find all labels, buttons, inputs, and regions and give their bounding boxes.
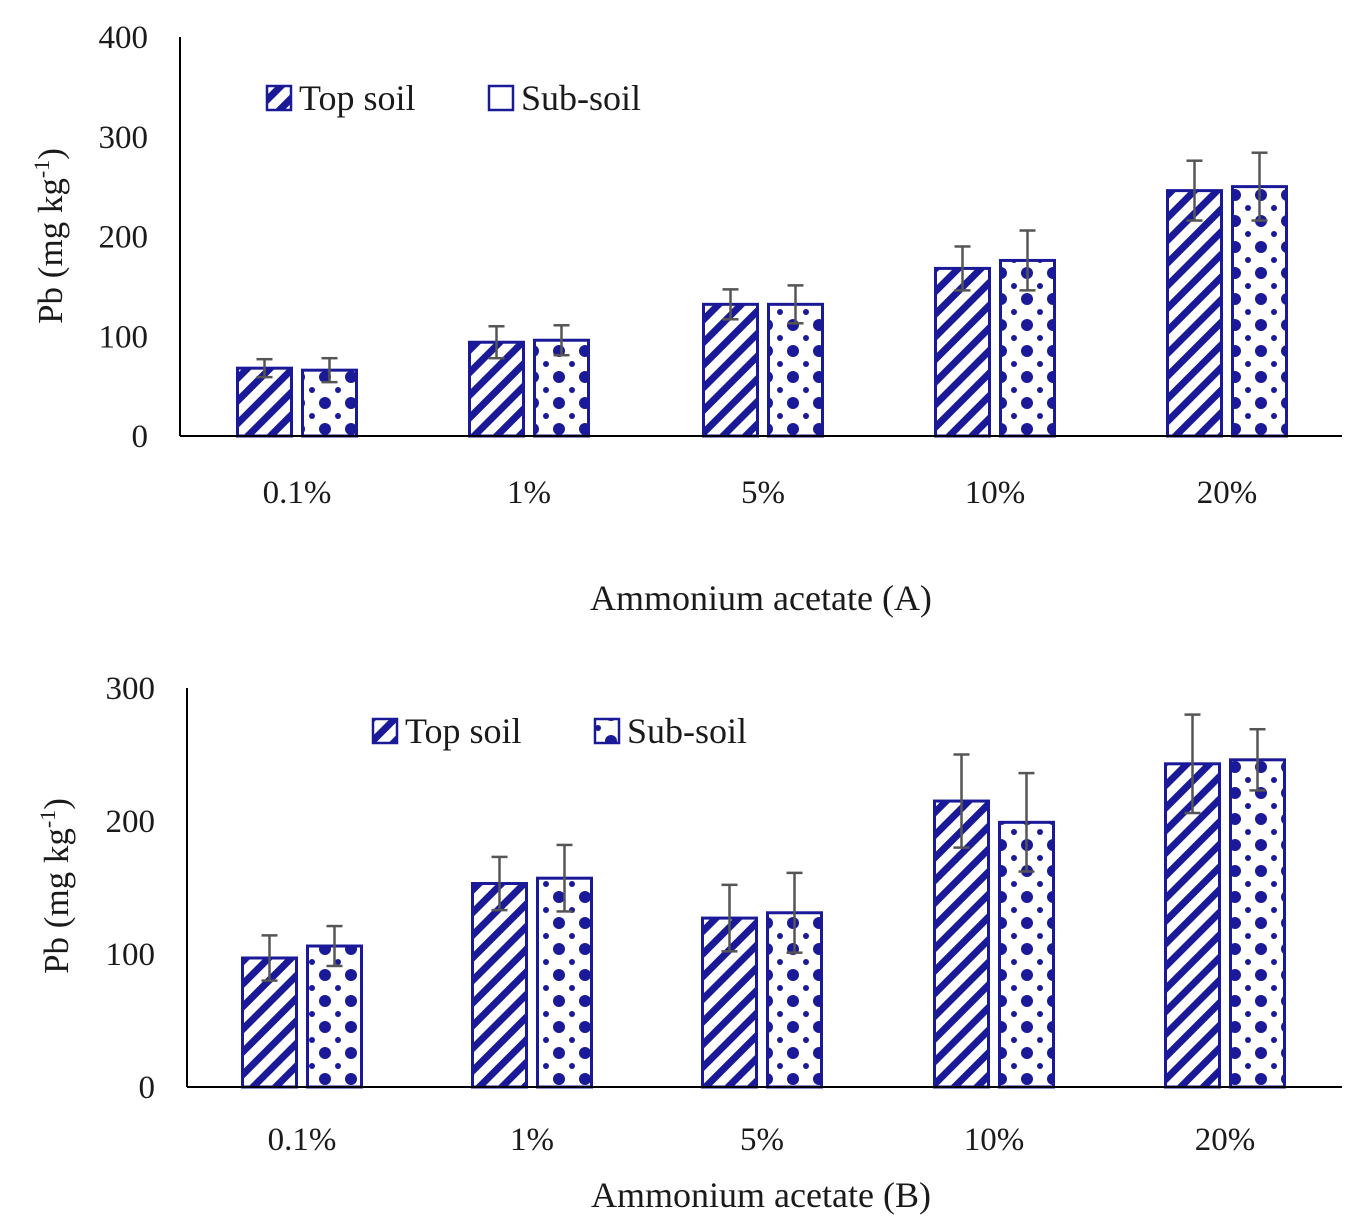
error-bar-b-s0-2 [721, 883, 738, 953]
error-bars-b [261, 713, 1266, 982]
error-bar-b-s1-0 [326, 924, 343, 968]
error-bar-a-s0-3 [954, 245, 971, 292]
legend-label-top-soil-a: Top soil [299, 78, 416, 118]
bars-a [236, 185, 1288, 438]
error-bar-b-s1-3 [1018, 771, 1035, 873]
error-bar-b-s1-1 [556, 843, 573, 913]
error-bar-b-s0-1 [491, 855, 508, 912]
bar-a-s1-4 [1231, 185, 1288, 438]
x-tick-label-b-3: 10% [964, 1122, 1025, 1158]
y-ticks-a: 0 100 200 300 400 [99, 20, 149, 455]
x-ticks-b: 0.1% 1% 5% 10% 20% [268, 1122, 1256, 1158]
legend-a: Top soil Sub-soil [265, 78, 641, 118]
x-tick-label-b-0: 0.1% [268, 1122, 337, 1158]
y-tick-label-a-3: 300 [99, 120, 149, 156]
error-bar-a-s1-2 [787, 284, 804, 325]
bars-b [241, 758, 1286, 1089]
error-bar-a-s1-4 [1251, 151, 1268, 222]
legend-item-sub-soil-b: Sub-soil [593, 711, 747, 751]
error-bar-a-s0-4 [1186, 159, 1203, 222]
x-tick-label-a-3: 10% [965, 475, 1026, 511]
x-tick-label-a-1: 1% [507, 475, 551, 511]
y-ticks-b: 0 100 200 300 [106, 671, 156, 1106]
error-bar-b-s0-0 [261, 934, 278, 982]
y-tick-label-a-4: 400 [99, 20, 149, 56]
bar-a-s1-1 [533, 338, 590, 438]
legend-label-sub-soil-b: Sub-soil [627, 711, 747, 751]
legend-b: Top soil Sub-soil [371, 711, 747, 751]
y-axis-label-b: Pb (mg kg-1) [35, 798, 76, 974]
y-axis-label-a: Pb (mg kg-1) [29, 148, 70, 324]
legend-swatch-sub-soil-a [487, 84, 515, 112]
legend-label-top-soil-b: Top soil [405, 711, 522, 751]
x-tick-label-a-2: 5% [741, 475, 785, 511]
chart-panel-a: 0 100 200 300 400 0.1% 1% 5% 10% 20% Pb (mg kg-1… [29, 20, 1342, 618]
error-bar-a-s1-0 [321, 356, 338, 384]
y-tick-label-a-0: 0 [132, 419, 149, 455]
x-tick-label-b-4: 20% [1195, 1122, 1256, 1158]
x-tick-label-a-4: 20% [1197, 475, 1258, 511]
bar-b-s0-4 [1164, 762, 1221, 1089]
legend-swatch-top-soil-a [265, 84, 293, 112]
error-bars-a [256, 151, 1268, 384]
error-bar-b-s1-2 [786, 871, 803, 954]
y-tick-label-b-1: 100 [106, 937, 156, 973]
legend-swatch-sub-soil-b [593, 717, 621, 745]
y-tick-label-a-2: 200 [99, 220, 149, 256]
legend-item-sub-soil-a: Sub-soil [487, 78, 641, 118]
x-tick-label-b-1: 1% [510, 1122, 554, 1158]
bar-a-s0-2 [702, 302, 759, 438]
y-tick-label-b-3: 300 [106, 671, 156, 707]
error-bar-a-s0-1 [488, 325, 505, 360]
x-ticks-a: 0.1% 1% 5% 10% 20% [263, 475, 1258, 511]
y-tick-label-b-2: 200 [106, 804, 156, 840]
x-axis-label-b: Ammonium acetate (B) [591, 1175, 931, 1215]
y-tick-label-b-0: 0 [139, 1070, 156, 1106]
error-bar-b-s0-4 [1184, 713, 1201, 815]
error-bar-a-s0-2 [722, 288, 739, 321]
bar-b-s0-1 [471, 882, 528, 1089]
y-tick-label-a-1: 100 [99, 319, 149, 355]
chart-panel-b: 0 100 200 300 0.1% 1% 5% 10% 20% Pb (mg kg-1) A… [35, 671, 1342, 1215]
error-bar-a-s0-0 [256, 357, 273, 379]
x-tick-label-b-2: 5% [740, 1122, 784, 1158]
bar-a-s0-3 [934, 266, 991, 438]
error-bar-a-s1-3 [1019, 229, 1036, 292]
error-bar-b-s0-3 [953, 753, 970, 849]
x-tick-label-a-0: 0.1% [263, 475, 332, 511]
legend-label-sub-soil-a: Sub-soil [521, 78, 641, 118]
legend-swatch-top-soil-b [371, 717, 399, 745]
bar-a-s0-4 [1166, 189, 1223, 438]
bar-b-s1-4 [1229, 758, 1286, 1089]
error-bar-a-s1-1 [553, 324, 570, 357]
error-bar-b-s1-4 [1249, 727, 1266, 792]
legend-item-top-soil-a: Top soil [265, 78, 416, 118]
legend-item-top-soil-b: Top soil [371, 711, 522, 751]
x-axis-label-a: Ammonium acetate (A) [590, 578, 932, 618]
